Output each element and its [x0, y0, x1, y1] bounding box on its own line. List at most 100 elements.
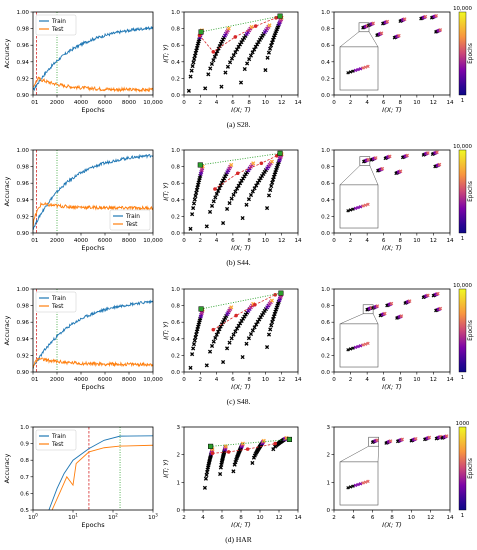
inset-marker — [348, 208, 353, 212]
trajectory-marker — [212, 54, 217, 59]
series-line-test — [51, 444, 154, 511]
colorbar: 10,000 1 Epochs — [453, 283, 474, 381]
green-point — [286, 436, 292, 442]
x-axis-label: Epochs — [81, 521, 105, 529]
trajectory-marker — [229, 162, 234, 167]
zoom-connector — [339, 31, 360, 48]
trajectory-marker — [240, 355, 245, 360]
inset-marker — [348, 347, 353, 351]
zoom-marker — [380, 166, 385, 171]
x-tick-label: 14 — [446, 515, 454, 521]
y-tick-label: 2 — [326, 453, 330, 459]
x-tick-label: 14 — [294, 515, 302, 521]
x-tick-label: 101 — [68, 513, 78, 522]
x-tick-label: 10 — [262, 238, 270, 244]
axes-frame — [32, 288, 154, 373]
x-axis-label: I(X; T) — [231, 106, 251, 114]
x-tick-label: 10 — [413, 377, 421, 383]
y-tick-label: 0.96 — [17, 43, 30, 49]
inset-marker — [356, 205, 360, 210]
inset-marker — [351, 207, 355, 211]
trajectory-marker — [240, 216, 245, 221]
trajectory-marker — [219, 180, 224, 185]
trajectory-marker — [269, 184, 274, 189]
trajectory-marker — [207, 209, 213, 214]
x-tick-label: 2000 — [50, 377, 65, 383]
chart-1-1: 0 2 4 6 8 10 12 14 0.0 0.2 0.4 0.6 0.8 1.0 I(X; T) I(T;… — [162, 148, 302, 252]
axes-frame — [183, 11, 299, 96]
zoom-connector — [377, 446, 379, 462]
trajectory-marker — [271, 314, 276, 319]
axes-frame — [333, 11, 451, 96]
x-tick-label: 2000 — [50, 100, 65, 106]
trajectory-marker — [213, 335, 218, 341]
x-tick-label: 12 — [430, 238, 437, 244]
zoom-marker — [435, 150, 439, 154]
chart-2-2: 10,000 1 Epochs 0 2 4 6 8 10 12 14 0.0 0.2 0.4 0.6 0.8 1… — [321, 283, 474, 391]
red-point — [273, 293, 278, 297]
chart-2-1: 0 2 4 6 8 10 12 14 0.0 0.2 0.4 0.6 0.8 1.0 I(X; T) I(T;… — [162, 287, 302, 391]
trajectory-marker — [269, 43, 274, 48]
zoom-source-box — [368, 436, 379, 447]
y-tick-label: 0.6 — [321, 320, 330, 326]
x-tick-label: 0 — [182, 100, 186, 106]
x-tick-label: 12 — [427, 515, 434, 521]
inset-marker — [353, 68, 358, 73]
zoom-connector — [339, 313, 364, 325]
y-tick-label: 0.4 — [321, 198, 330, 204]
trajectory-marker — [252, 325, 257, 330]
x-tick-label: 4000 — [74, 100, 89, 106]
trajectory-marker — [211, 58, 216, 63]
trajectory-marker — [265, 55, 270, 60]
y-tick-label: 0.6 — [171, 43, 180, 49]
x-tick-label: 6 — [231, 238, 235, 244]
zoom-marker — [399, 314, 404, 318]
green-point — [208, 443, 214, 449]
trajectory-marker — [266, 193, 272, 198]
trajectory-marker — [250, 328, 255, 333]
trajectory-marker — [266, 50, 271, 55]
trajectory-marker — [214, 332, 219, 337]
x-tick-label: 8000 — [122, 377, 137, 383]
inset-marker — [363, 342, 368, 346]
trajectory-marker — [192, 197, 197, 202]
y-tick-label: 2 — [176, 453, 180, 459]
green-point — [277, 150, 283, 156]
colorbar-top-label: 10,000 — [453, 283, 472, 289]
zoom-marker — [437, 162, 442, 167]
trajectory-marker — [213, 195, 218, 200]
x-tick-label: 14 — [446, 238, 454, 244]
trajectory-marker — [234, 186, 240, 191]
trajectory-marker — [186, 88, 191, 93]
trajectory-marker — [209, 343, 215, 349]
y-tick-label: 0.90 — [17, 231, 30, 237]
x-tick-label: 12 — [278, 238, 285, 244]
green-point — [198, 306, 204, 312]
zoom-marker — [423, 14, 428, 19]
zoom-marker — [379, 31, 384, 36]
y-tick-label: 0.94 — [17, 337, 30, 343]
legend-box — [35, 291, 77, 313]
legend-box — [109, 209, 151, 231]
trajectory-marker — [250, 189, 255, 194]
y-tick-label: 0.8 — [171, 165, 180, 171]
x-tick-label: 6 — [382, 238, 386, 244]
trajectory-marker — [218, 471, 223, 477]
y-tick-label: 1 — [326, 480, 330, 486]
inset-marker — [346, 486, 350, 490]
x-tick-label: 8 — [390, 515, 394, 521]
colorbar-top-label: 1000 — [456, 421, 470, 427]
zoom-marker — [434, 13, 438, 18]
x-tick-label: 0 — [31, 377, 35, 383]
inset-marker — [363, 480, 368, 484]
x-tick-label: 4 — [352, 515, 356, 521]
green-dotted-path — [201, 15, 281, 33]
trajectory-marker — [270, 40, 275, 45]
chart-2-0: 1 Train Test 0 2000 4000 6000 8000 10,000 0.90 0.9… — [3, 287, 163, 391]
x-tick-label: 102 — [108, 513, 118, 522]
y-tick-label: 0.8 — [321, 304, 330, 310]
trajectory-marker — [255, 319, 260, 324]
zoom-marker — [397, 33, 401, 38]
trajectory-marker — [223, 70, 228, 75]
green-dotted-path — [201, 292, 281, 310]
